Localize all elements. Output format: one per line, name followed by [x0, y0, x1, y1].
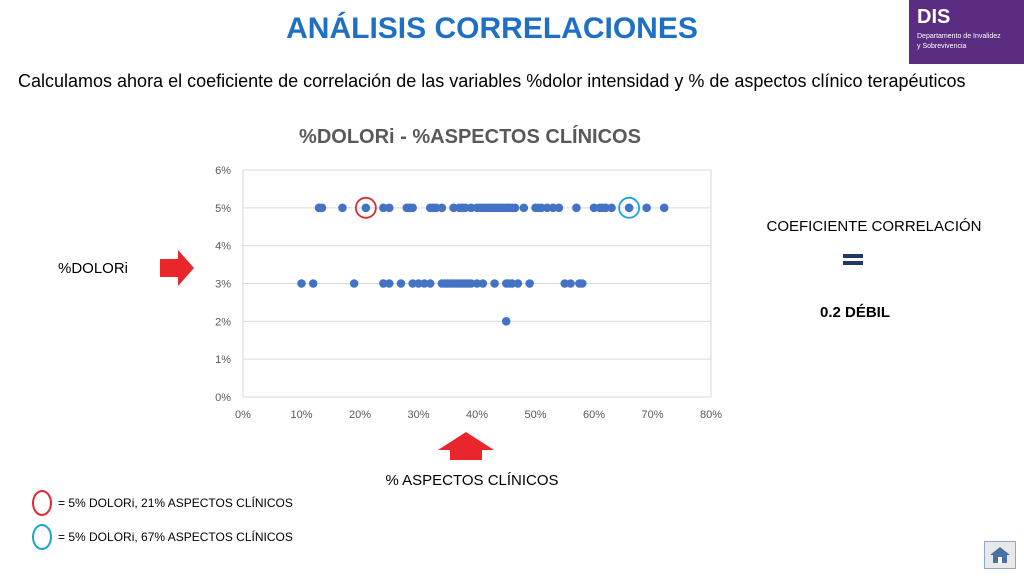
data-point: [384, 279, 394, 288]
y-variable-label: %DOLORi: [58, 260, 129, 277]
data-point: [338, 203, 347, 213]
x-tick-label: 40%: [466, 409, 488, 421]
data-point: [554, 203, 564, 213]
y-tick-label: 0%: [215, 392, 231, 404]
data-point: [396, 279, 406, 288]
x-tick-label: 0%: [235, 409, 251, 421]
data-point: [525, 279, 534, 288]
cyan-circle-icon: [32, 524, 52, 550]
y-tick-label: 3%: [215, 279, 231, 291]
data-point: [501, 317, 511, 326]
highlight-circle: [354, 196, 377, 219]
y-tick-label: 5%: [215, 203, 231, 215]
highlight-circle: [618, 196, 641, 219]
data-point: [572, 203, 581, 213]
logo-subtitle-line2: y Sobrevivencia: [917, 43, 967, 50]
y-tick-label: 1%: [215, 354, 231, 366]
x-tick-label: 20%: [349, 409, 371, 421]
y-tick-label: 4%: [215, 241, 231, 253]
logo-mark: DIS: [917, 6, 951, 28]
data-point: [510, 203, 520, 213]
red-circle-icon: [32, 490, 52, 516]
equals-icon: [843, 254, 863, 265]
scatter-chart: 0% 1% 2% 3% 4% 5% 6% 0% 10% 20% 30% 40% 50% 60% 70% 80%: [215, 165, 722, 421]
data-point: [624, 203, 634, 213]
dis-logo: DIS Departamento de Invalidez y Sobreviv…: [909, 0, 1024, 64]
y-tick-label: 6%: [215, 165, 231, 177]
x-variable-label: % ASPECTOS CLÍNICOS: [385, 472, 559, 489]
data-point: [297, 279, 306, 288]
data-point: [437, 203, 447, 213]
data-point: [361, 203, 371, 213]
slide-title: ANÁLISIS CORRELACIONES: [286, 12, 698, 45]
legend-red-item: = 5% DOLORi, 21% ASPECTOS CLÍNICOS: [32, 490, 293, 516]
intro-text: Calculamos ahora el coeficiente de corre…: [18, 71, 966, 91]
data-point: [607, 203, 616, 213]
home-button[interactable]: [984, 541, 1016, 569]
home-icon: [990, 547, 1010, 563]
data-point: [642, 203, 651, 213]
legend-cyan-text: = 5% DOLORi, 67% ASPECTOS CLÍNICOS: [58, 530, 293, 544]
data-point: [308, 279, 318, 288]
chart-title: %DOLORi - %ASPECTOS CLÍNICOS: [299, 126, 641, 148]
logo-subtitle-line1: Departamento de Invalidez: [917, 33, 1001, 40]
coefficient-value: 0.2 DÉBIL: [819, 304, 891, 321]
arrow-right-icon: [160, 250, 194, 286]
data-point: [513, 279, 523, 288]
logo-subtitle: Departamento de Invalidez y Sobrevivenci…: [917, 32, 1016, 52]
x-tick-label: 60%: [583, 409, 605, 421]
data-point: [566, 279, 575, 288]
data-point: [478, 279, 488, 288]
coefficient-label: COEFICIENTE CORRELACIÓN: [766, 218, 982, 235]
data-point: [519, 203, 529, 213]
x-tick-label: 50%: [524, 409, 546, 421]
data-point: [349, 279, 359, 288]
data-point: [317, 203, 327, 213]
data-point: [408, 203, 417, 213]
legend-red-text: = 5% DOLORi, 21% ASPECTOS CLÍNICOS: [58, 496, 293, 510]
x-tick-label: 80%: [700, 409, 722, 421]
data-point: [425, 279, 435, 288]
data-point: [384, 203, 394, 213]
data-point: [490, 279, 499, 288]
x-tick-label: 70%: [641, 409, 663, 421]
x-tick-label: 30%: [407, 409, 429, 421]
y-tick-label: 2%: [215, 316, 231, 328]
arrow-up-icon: [438, 432, 494, 460]
data-point: [578, 279, 587, 288]
x-tick-label: 10%: [290, 409, 312, 421]
data-point: [659, 203, 669, 213]
legend-cyan-item: = 5% DOLORi, 67% ASPECTOS CLÍNICOS: [32, 524, 293, 550]
